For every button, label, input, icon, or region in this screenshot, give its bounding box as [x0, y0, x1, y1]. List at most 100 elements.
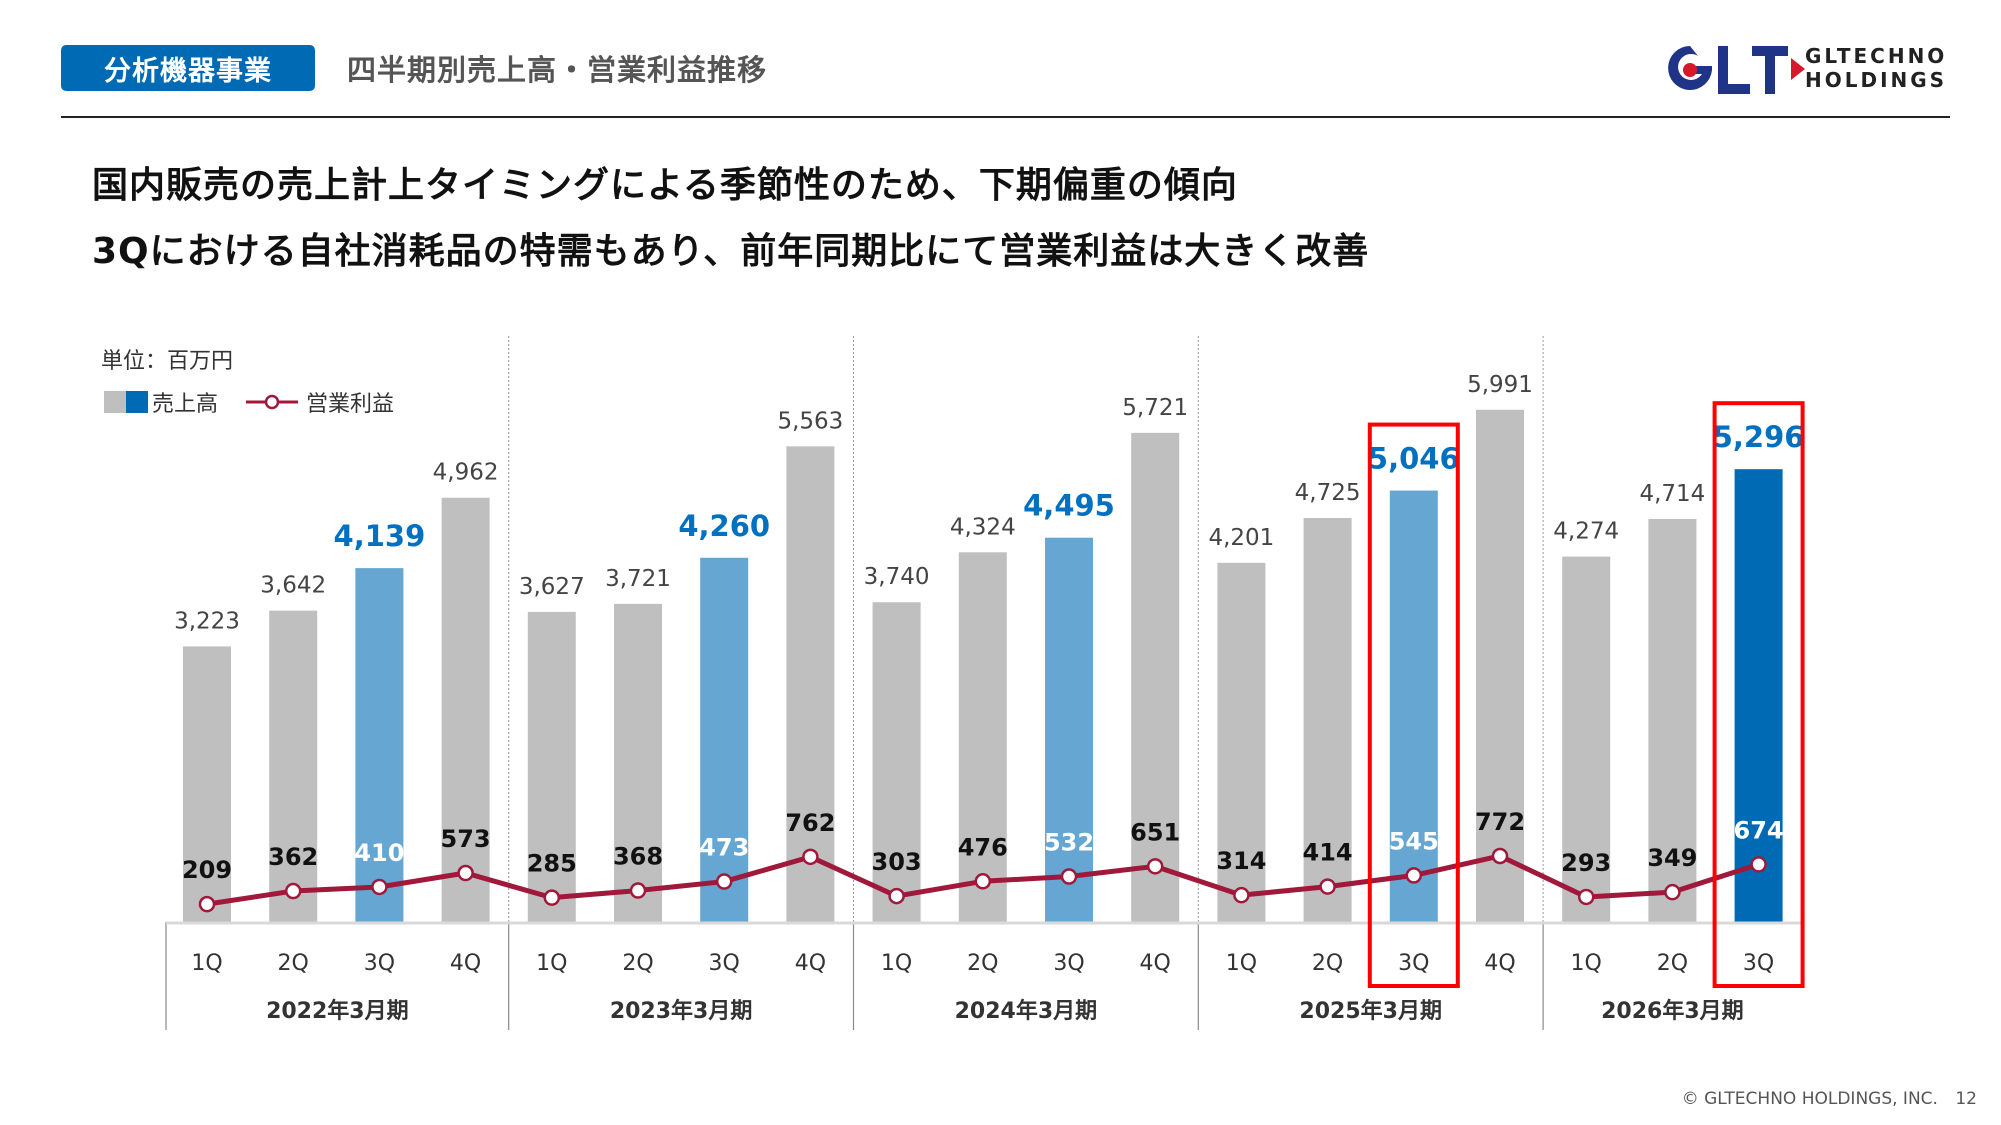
quarter-label: 3Q	[1743, 951, 1774, 976]
profit-point	[802, 848, 819, 866]
quarter-label: 1Q	[881, 951, 912, 976]
profit-value-label: 303	[872, 848, 922, 876]
sales-bar	[786, 446, 835, 922]
profit-value-label: 476	[958, 833, 1008, 861]
profit-point	[457, 864, 474, 882]
sales-value-label: 5,721	[1122, 395, 1188, 421]
quarter-label: 2Q	[1312, 951, 1343, 976]
copyright-text: © GLTECHNO HOLDINGS, INC.	[1681, 1089, 1938, 1109]
profit-value-label: 314	[1216, 847, 1266, 875]
sales-bar	[958, 552, 1007, 922]
sales-bar	[1131, 432, 1180, 922]
profit-value-label: 414	[1303, 839, 1353, 867]
sales-value-label: 3,627	[519, 574, 585, 600]
sales-value-label: 4,725	[1295, 480, 1361, 506]
sales-bar	[1648, 518, 1697, 922]
sales-bar	[269, 610, 318, 922]
profit-point	[1664, 883, 1681, 901]
profit-value-label: 573	[441, 825, 491, 853]
sales-value-label: 5,046	[1368, 442, 1460, 476]
legend-label-sales: 売上高	[152, 392, 219, 417]
profit-point	[1060, 868, 1078, 885]
quarter-label: 2Q	[967, 951, 998, 976]
quarter-label: 4Q	[450, 951, 481, 976]
legend-swatch-gray	[104, 391, 126, 413]
quarter-label: 3Q	[1053, 951, 1084, 976]
sales-value-label: 4,324	[950, 514, 1016, 540]
header-divider	[61, 116, 1950, 118]
profit-point	[974, 873, 992, 890]
profit-value-label: 209	[182, 856, 232, 884]
profit-value-label: 545	[1389, 827, 1439, 855]
sales-bar	[1217, 562, 1266, 922]
sales-bar	[700, 557, 749, 922]
legend-label-profit: 営業利益	[306, 392, 395, 417]
fiscal-year-label: 2026年3月期	[1601, 998, 1744, 1024]
sales-value-label: 4,962	[433, 460, 499, 486]
sales-value-label: 4,139	[334, 519, 426, 553]
legend-swatch-blue	[126, 391, 148, 413]
sales-bar	[1045, 537, 1093, 922]
sales-value-label: 3,721	[605, 566, 671, 592]
sales-bar	[1734, 469, 1783, 922]
profit-value-label: 349	[1647, 844, 1697, 872]
sales-bar	[527, 611, 576, 922]
footer: © GLTECHNO HOLDINGS, INC. 12	[1682, 1089, 1977, 1109]
page-subtitle: 四半期別売上高・営業利益推移	[347, 53, 768, 87]
profit-point	[1146, 858, 1164, 875]
profit-value-label: 410	[354, 839, 404, 867]
headline-line-1: 国内販売の売上計上タイミングによる季節性のため、下期偏重の傾向	[92, 165, 1238, 206]
fiscal-year-label: 2022年3月期	[266, 998, 409, 1024]
profit-point	[543, 889, 561, 906]
profit-point	[1233, 886, 1250, 904]
logo-line-1: GLTECHNO	[1805, 44, 1948, 68]
quarter-label: 1Q	[536, 951, 567, 976]
quarter-label: 2Q	[278, 951, 309, 976]
quarter-label: 3Q	[709, 951, 740, 976]
quarter-label: 2Q	[1657, 951, 1688, 976]
profit-value-label: 473	[699, 834, 749, 862]
profit-point	[1405, 867, 1423, 884]
profit-point	[1750, 856, 1767, 873]
logo-line-2: HOLDINGS	[1805, 68, 1948, 92]
sales-value-label: 3,642	[260, 573, 326, 599]
quarter-label: 4Q	[1484, 951, 1515, 976]
profit-point	[198, 895, 216, 913]
quarter-label: 4Q	[795, 951, 826, 976]
profit-value-label: 293	[1561, 849, 1611, 877]
profit-point	[371, 878, 388, 896]
sales-value-label: 3,223	[174, 608, 240, 634]
glt-logo-mark-icon	[1668, 46, 1805, 94]
logo-wordmark: GLTECHNO HOLDINGS	[1805, 44, 1947, 92]
sales-bar	[1303, 518, 1352, 922]
sales-bar	[1476, 409, 1524, 922]
sales-value-label: 4,260	[678, 509, 770, 543]
sales-bar	[441, 497, 490, 922]
sales-bar	[355, 568, 404, 922]
quarter-label: 1Q	[1571, 951, 1602, 976]
sales-bar	[614, 603, 662, 922]
profit-value-label: 651	[1130, 818, 1180, 846]
sales-value-label: 3,740	[864, 564, 930, 590]
sales-value-label: 4,201	[1208, 525, 1274, 551]
profit-value-label: 285	[527, 850, 577, 878]
fiscal-year-label: 2023年3月期	[610, 998, 753, 1024]
profit-point	[888, 887, 905, 905]
profit-value-label: 368	[613, 843, 663, 871]
sales-bar	[1562, 556, 1611, 922]
sales-value-label: 4,274	[1553, 519, 1619, 545]
quarter-label: 1Q	[1226, 951, 1257, 976]
chart-legend: 売上高 営業利益	[104, 386, 394, 418]
quarter-label: 3Q	[364, 951, 395, 976]
quarter-label: 1Q	[191, 951, 222, 976]
fiscal-year-label: 2025年3月期	[1299, 998, 1442, 1024]
quarter-label: 3Q	[1398, 951, 1429, 976]
profit-value-label: 772	[1475, 808, 1525, 836]
profit-value-label: 762	[785, 809, 835, 837]
profit-value-label: 674	[1734, 816, 1784, 844]
profit-point	[1577, 888, 1595, 906]
fiscal-year-label: 2024年3月期	[955, 998, 1098, 1024]
quarter-label: 2Q	[622, 951, 653, 976]
sales-bar	[1389, 490, 1438, 922]
